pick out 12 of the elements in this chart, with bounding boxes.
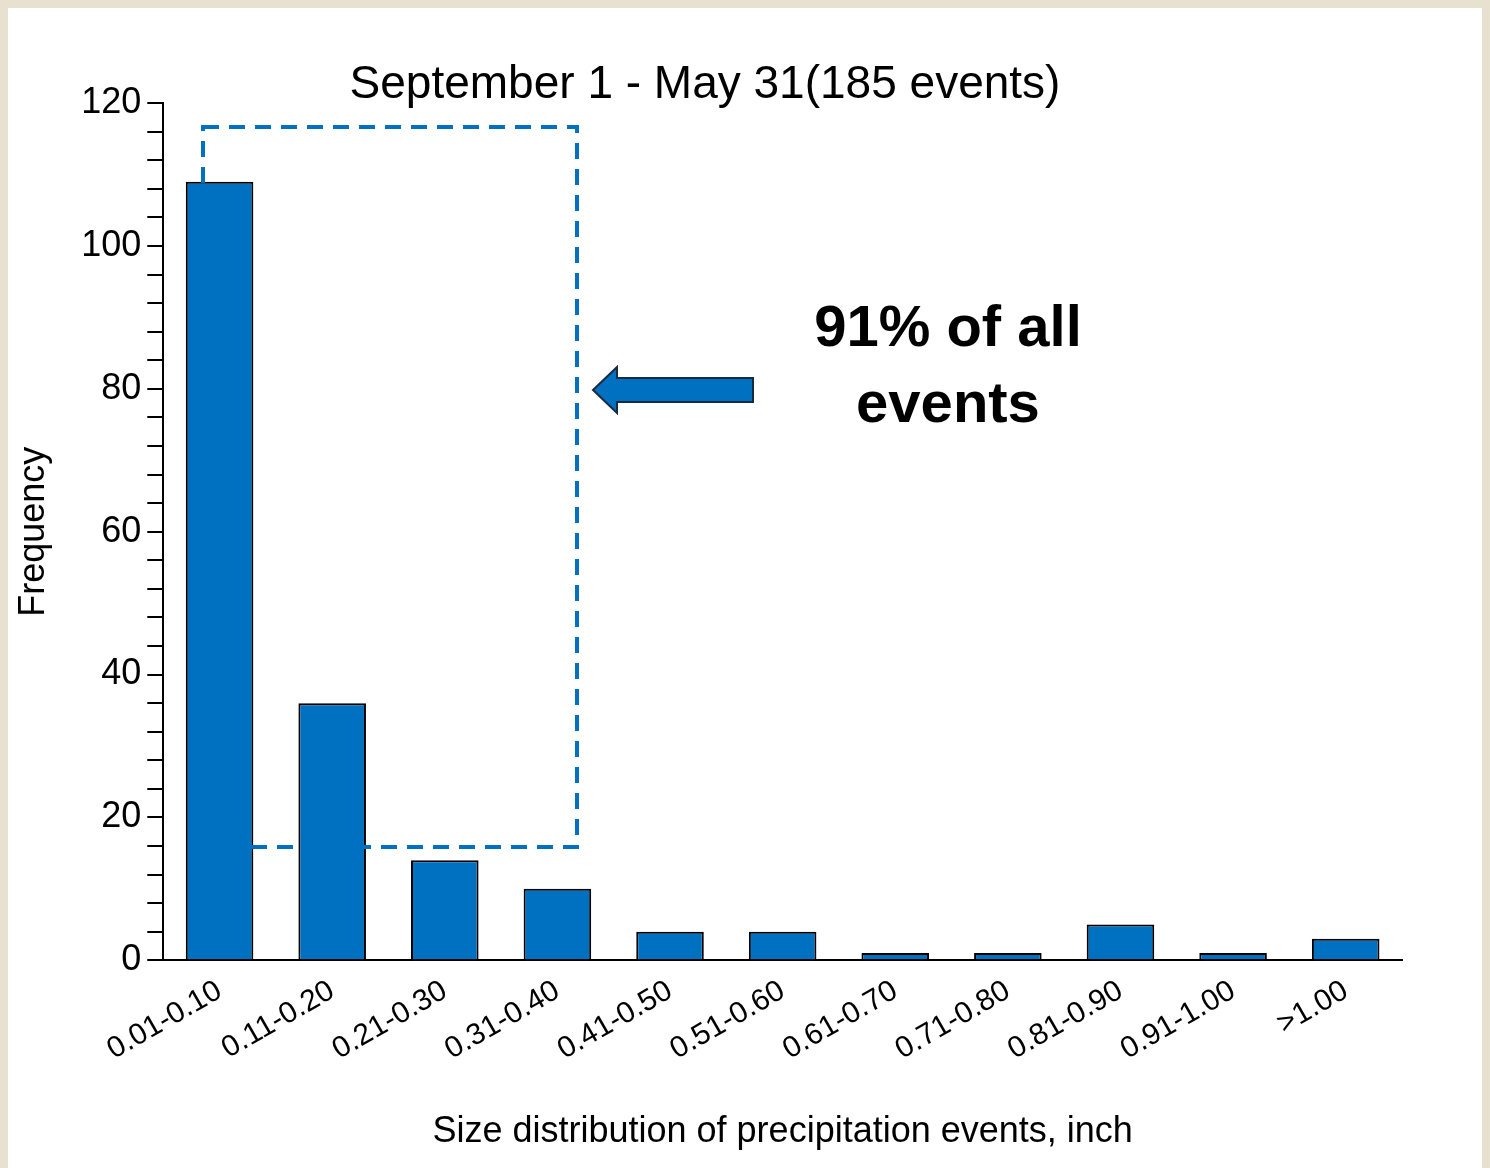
x-axis-title: Size distribution of precipitation events, inch [432,1109,1133,1151]
y-tick-label: 60 [101,508,142,550]
y-tick-label: 80 [101,365,142,407]
y-tick-label: 0 [121,937,142,979]
y-tick-label: 40 [101,651,142,693]
y-tick-label: 100 [81,222,142,264]
annotation: 91% of all events [814,293,1082,434]
x-tick-label: >1.00 [1270,972,1353,1040]
y-axis-title: Frequency [10,446,52,617]
y-tick-label: 20 [101,794,142,836]
chart-title: September 1 - May 31(185 events) [349,56,1061,109]
y-tick-label: 120 [81,80,142,122]
